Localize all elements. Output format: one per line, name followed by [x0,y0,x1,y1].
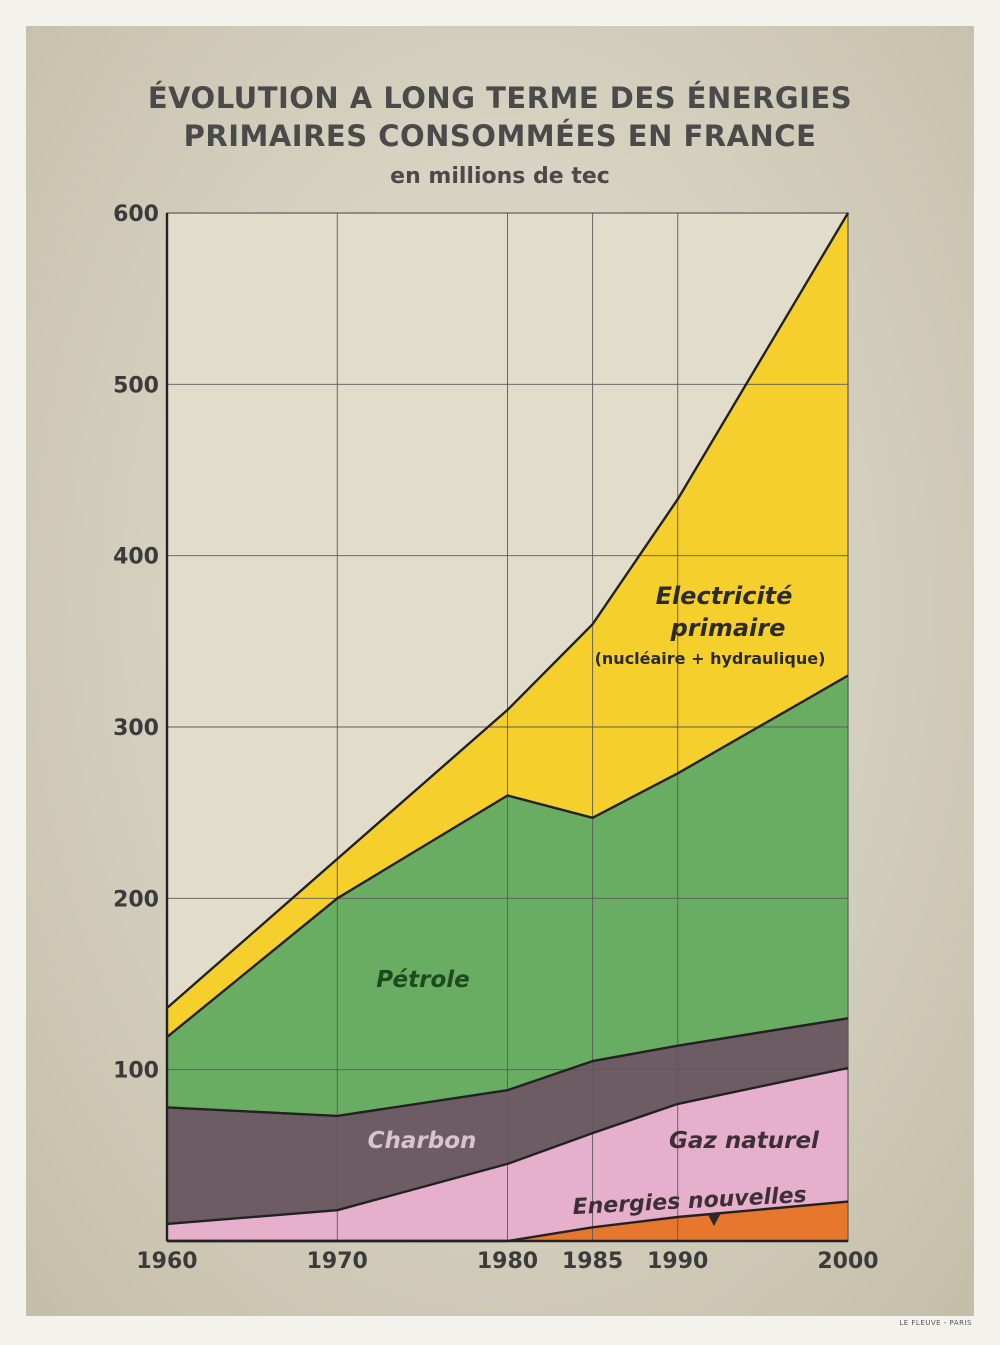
y-axis-ticks: 600 500 400 300 200 100 [113,202,159,1084]
x-tick-2000: 2000 [817,1249,878,1274]
x-tick-1980: 1980 [477,1249,538,1274]
label-electricite-line1: Electricité [656,582,793,610]
y-tick-300: 300 [113,716,159,741]
area-electricite-primaire [167,213,848,1038]
x-tick-1970: 1970 [307,1249,368,1274]
boundary-line-4 [166,212,850,1009]
x-tick-1985: 1985 [562,1249,623,1274]
label-electricite-line2: primaire [670,614,786,642]
chart-title-line-1: ÉVOLUTION A LONG TERME DES ÉNERGIES [147,81,853,115]
energies-nouvelles-pointer [707,1213,721,1226]
x-axis-ticks: 1960 1970 1980 1985 1990 2000 [136,1249,878,1274]
y-tick-100: 100 [113,1059,159,1084]
label-charbon: Charbon [368,1128,477,1154]
boundary-lines [165,212,850,1243]
boundary-line-3 [166,674,849,1039]
y-tick-600: 600 [113,202,159,227]
printer-credit: LE FLEUVE - PARIS [899,1319,972,1327]
chart-subtitle: en millions de tec [390,164,610,189]
y-tick-400: 400 [113,545,159,570]
boundary-line-2 [166,1017,849,1118]
label-electricite-note: (nucléaire + hydraulique) [595,649,826,668]
y-tick-200: 200 [113,887,159,912]
label-gaz-naturel: Gaz naturel [669,1128,820,1154]
y-tick-500: 500 [113,373,159,398]
x-tick-1990: 1990 [647,1249,708,1274]
label-petrole: Pétrole [376,967,469,993]
boundary-line-1 [166,1066,849,1226]
x-tick-1960: 1960 [136,1249,197,1274]
chart-title-line-2: PRIMAIRES CONSOMMÉES EN FRANCE [183,119,817,153]
